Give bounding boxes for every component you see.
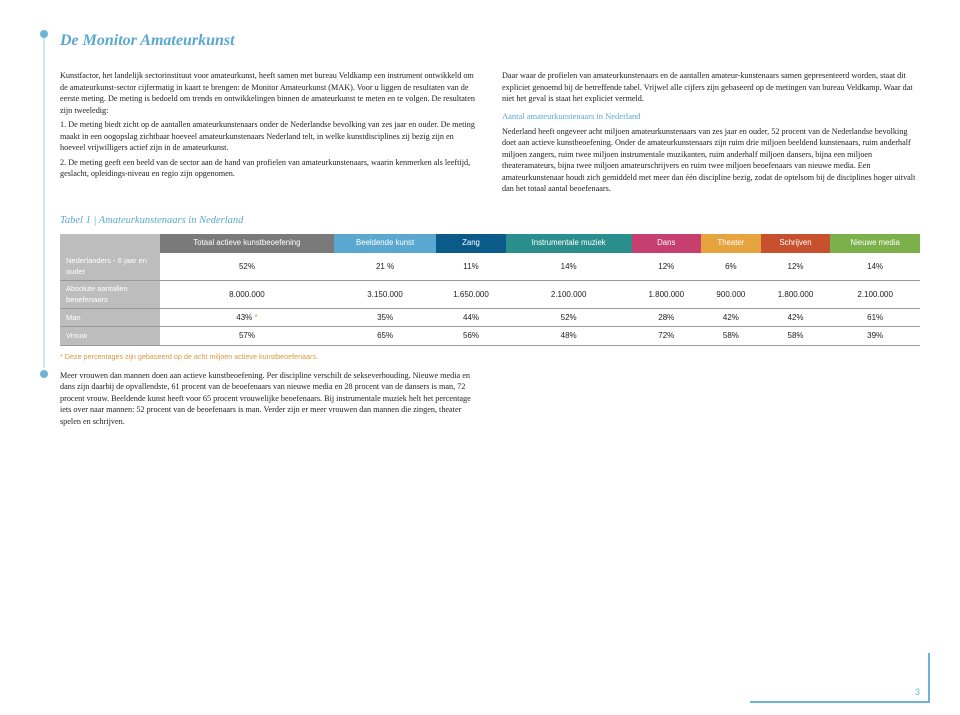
table-header: Dans [632,234,702,253]
table-cell: 72% [632,327,702,345]
page-number: 3 [915,686,920,699]
data-table: Totaal actieve kunstbeoefeningBeeldende … [60,234,920,345]
table-cell: 21 % [334,253,436,281]
left-column: Kunstfactor, het landelijk sectorinstitu… [60,70,478,197]
table-cell: 1.800.000 [632,281,702,309]
table-title: Tabel 1 | Amateurkunstenaars in Nederlan… [60,214,920,229]
table-cell: 1.800.000 [761,281,831,309]
table-cell: 42% [701,309,761,327]
table-cell: 3.150.000 [334,281,436,309]
table-cell: 11% [436,253,506,281]
table-cell: 57% [160,327,334,345]
page-title: De Monitor Amateurkunst [60,30,920,52]
bottom-paragraph: Meer vrouwen dan mannen doen aan actieve… [60,370,473,427]
table-cell: 65% [334,327,436,345]
table-header: Nieuwe media [830,234,920,253]
table-cell: 2.100.000 [506,281,632,309]
table-header: Beeldende kunst [334,234,436,253]
table-header: Theater [701,234,761,253]
table-corner [60,234,160,253]
table-cell: 14% [830,253,920,281]
table-row-label: Absolute aantallen beoefenaars [60,281,160,309]
table-footnote: * Deze percentages zijn gebaseerd op de … [60,352,920,362]
table-cell: 48% [506,327,632,345]
table-cell: 2.100.000 [830,281,920,309]
table-cell: 52% [506,309,632,327]
table-cell: 61% [830,309,920,327]
subheading: Aantal amateurkunstenaars in Nederland [502,111,920,123]
table-cell: 900.000 [701,281,761,309]
para: Kunstfactor, het landelijk sectorinstitu… [60,70,478,116]
table-cell: 12% [761,253,831,281]
table-cell: 52% [160,253,334,281]
right-column: Daar waar de profielen van amateurkunste… [502,70,920,197]
table-cell: 28% [632,309,702,327]
body-columns: Kunstfactor, het landelijk sectorinstitu… [60,70,920,197]
table-cell: 39% [830,327,920,345]
table-header: Totaal actieve kunstbeoefening [160,234,334,253]
table-cell: 43% * [160,309,334,327]
para: 2. De meting geeft een beeld van de sect… [60,157,478,180]
table-cell: 42% [761,309,831,327]
table-header: Schrijven [761,234,831,253]
table-cell: 44% [436,309,506,327]
para: Daar waar de profielen van amateurkunste… [502,70,920,104]
para: 1. De meting biedt zicht op de aantallen… [60,119,478,153]
table-row-label: Man [60,309,160,327]
table-row-label: Nederlanders - 6 jaar en ouder [60,253,160,281]
table-cell: 56% [436,327,506,345]
table-cell: 1.650.000 [436,281,506,309]
table-header: Instrumentale muziek [506,234,632,253]
table-cell: 58% [701,327,761,345]
table-header: Zang [436,234,506,253]
table-row-label: Vrouw [60,327,160,345]
table-cell: 14% [506,253,632,281]
table-cell: 8.000.000 [160,281,334,309]
table-cell: 35% [334,309,436,327]
para: Nederland heeft ongeveer acht miljoen am… [502,126,920,195]
table-cell: 58% [761,327,831,345]
table-cell: 12% [632,253,702,281]
table-cell: 6% [701,253,761,281]
